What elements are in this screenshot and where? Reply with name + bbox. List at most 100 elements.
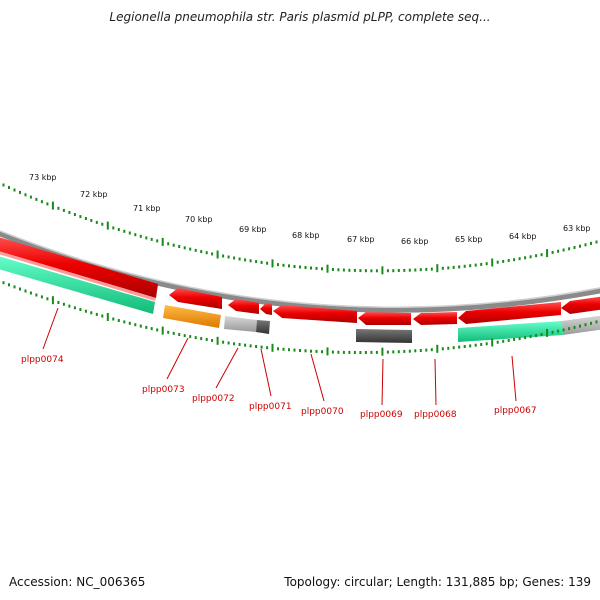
outer-ruler-minor-tick — [95, 220, 98, 224]
inner-ruler-minor-tick — [595, 320, 598, 324]
outer-ruler-minor-tick — [101, 222, 104, 226]
outer-ruler-minor-tick — [293, 265, 296, 268]
inner-ruler-minor-tick — [293, 348, 296, 352]
outer-ruler-minor-tick — [211, 252, 214, 256]
feature-plpp0073-arrow[interactable] — [169, 288, 222, 309]
inner-ruler-minor-tick — [353, 351, 356, 354]
outer-ruler-minor-tick — [46, 202, 49, 206]
inner-ruler-minor-tick — [513, 338, 516, 341]
outer-ruler-minor-tick — [485, 262, 488, 266]
outer-ruler-minor-tick — [535, 254, 538, 258]
outer-ruler-minor-tick — [233, 256, 236, 260]
inner-ruler-minor-tick — [573, 325, 576, 329]
inner-ruler-major-tick — [106, 313, 109, 321]
outer-ruler-minor-tick — [469, 264, 472, 268]
feature-green-left[interactable] — [0, 255, 155, 314]
feature-plpp0074-forward[interactable] — [0, 236, 158, 298]
gene-label-plpp0074[interactable]: plpp0074 — [21, 355, 64, 365]
outer-ruler-minor-tick — [150, 237, 153, 241]
outer-ruler-minor-tick — [304, 266, 307, 269]
leader-plpp0071 — [260, 348, 272, 397]
inner-ruler-minor-tick — [62, 302, 65, 306]
outer-ruler-minor-tick — [507, 259, 510, 262]
inner-ruler-minor-tick — [430, 348, 433, 352]
outer-ruler-major-tick — [381, 266, 384, 275]
inner-ruler-minor-tick — [101, 314, 104, 318]
outer-ruler-minor-tick — [321, 267, 323, 271]
scale-label-73kbp: 73 kbp — [29, 173, 57, 182]
inner-ruler-minor-tick — [502, 339, 505, 343]
inner-ruler-major-tick — [546, 328, 549, 337]
inner-ruler-major-tick — [326, 347, 329, 356]
inner-ruler-minor-tick — [331, 350, 334, 354]
outer-ruler-minor-tick — [452, 265, 455, 269]
feature-plpp0072-arrow[interactable] — [228, 299, 259, 314]
inner-ruler-minor-tick — [568, 327, 571, 331]
inner-ruler-minor-tick — [90, 311, 93, 315]
inner-ruler-minor-tick — [172, 331, 175, 335]
inner-ruler-minor-tick — [29, 291, 32, 295]
feature-grey-light[interactable] — [224, 316, 257, 332]
feature-plpp0071-arrow[interactable] — [260, 303, 272, 315]
inner-ruler-minor-tick — [260, 345, 263, 349]
inner-ruler-minor-tick — [8, 283, 10, 287]
inner-ruler-minor-tick — [178, 333, 181, 336]
inner-ruler-minor-tick — [233, 342, 236, 346]
inner-ruler-minor-tick — [480, 343, 483, 346]
inner-ruler-minor-tick — [584, 323, 587, 327]
inner-scale-ruler — [2, 281, 598, 356]
outer-ruler-minor-tick — [447, 266, 450, 270]
outer-ruler-minor-tick — [348, 268, 351, 272]
inner-ruler-minor-tick — [68, 304, 71, 308]
gene-label-plpp0073[interactable]: plpp0073 — [142, 385, 185, 395]
inner-ruler-minor-tick — [255, 345, 258, 348]
outer-ruler-major-tick — [271, 259, 274, 268]
outer-ruler-major-tick — [106, 221, 109, 230]
feature-plpp0069-arrow[interactable] — [358, 312, 411, 325]
outer-ruler-major-tick — [326, 264, 329, 273]
feature-plpp0068-arrow[interactable] — [413, 312, 457, 325]
outer-ruler-minor-tick — [551, 250, 554, 254]
feature-plpp0067-arrow[interactable] — [458, 302, 561, 324]
leader-plpp0070 — [310, 353, 325, 402]
gene-label-plpp0070[interactable]: plpp0070 — [301, 407, 344, 417]
gene-label-plpp0068[interactable]: plpp0068 — [414, 410, 457, 420]
outer-ruler-minor-tick — [299, 265, 301, 269]
gene-label-plpp0072[interactable]: plpp0072 — [192, 394, 235, 404]
outer-ruler-minor-tick — [178, 245, 181, 248]
inner-ruler-minor-tick — [469, 344, 472, 348]
feature-orange[interactable] — [163, 305, 221, 328]
inner-ruler-minor-tick — [403, 349, 406, 353]
accession-text: Accession: NC_006365 — [9, 575, 146, 589]
outer-ruler-minor-tick — [513, 258, 516, 262]
outer-ruler-minor-tick — [403, 268, 406, 272]
feature-grey-dark[interactable] — [356, 329, 412, 343]
outer-ruler-minor-tick — [112, 226, 115, 230]
scale-label-63kbp: 63 kbp — [563, 224, 591, 233]
inner-ruler-minor-tick — [507, 339, 510, 342]
outer-ruler-minor-tick — [90, 219, 93, 222]
inner-ruler-minor-tick — [375, 350, 378, 354]
outer-ruler-minor-tick — [84, 217, 87, 220]
gene-label-plpp0071[interactable]: plpp0071 — [249, 402, 292, 412]
outer-ruler-minor-tick — [255, 260, 258, 264]
outer-ruler-minor-tick — [419, 268, 422, 272]
inner-ruler-minor-tick — [524, 336, 527, 340]
outer-ruler-minor-tick — [353, 268, 356, 272]
outer-ruler-minor-tick — [584, 243, 587, 247]
inner-ruler-minor-tick — [95, 312, 98, 316]
inner-ruler-minor-tick — [123, 320, 126, 324]
inner-ruler-minor-tick — [518, 337, 521, 341]
feature-next-arrow[interactable] — [561, 296, 600, 314]
outer-ruler-minor-tick — [315, 266, 318, 270]
feature-grey-dark-small[interactable] — [256, 320, 270, 334]
outer-ruler-minor-tick — [35, 197, 38, 201]
scale-label-68kbp: 68 kbp — [292, 231, 320, 240]
feature-plpp0070-arrow[interactable] — [273, 305, 357, 323]
inner-ruler-minor-tick — [238, 343, 241, 346]
inner-ruler-minor-tick — [19, 287, 21, 291]
gene-label-plpp0067[interactable]: plpp0067 — [494, 406, 537, 416]
gene-label-plpp0069[interactable]: plpp0069 — [360, 410, 403, 420]
outer-ruler-minor-tick — [172, 243, 175, 247]
inner-ruler-minor-tick — [579, 324, 581, 328]
